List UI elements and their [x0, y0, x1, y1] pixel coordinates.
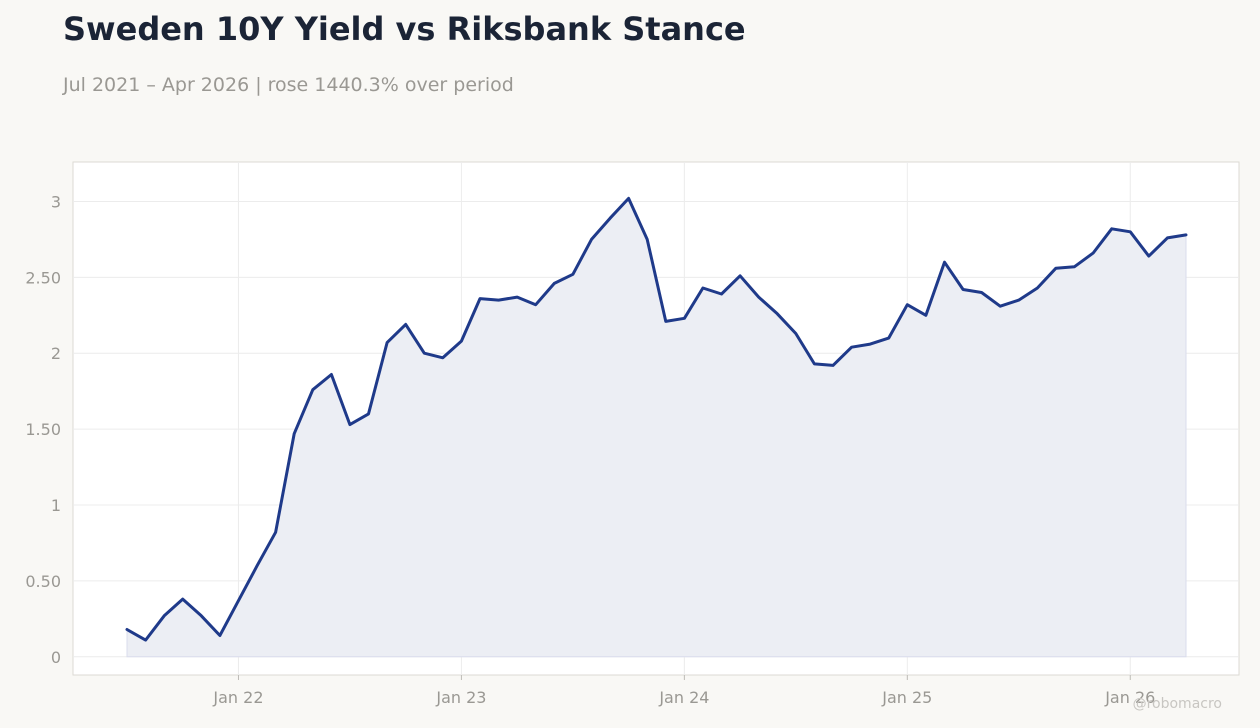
x-tick-label: Jan 26 — [1104, 688, 1155, 707]
data-point-6 — [237, 599, 241, 603]
data-point-9 — [292, 432, 296, 436]
y-tick-label: 2.50 — [25, 268, 61, 287]
data-point-43 — [924, 313, 928, 317]
data-point-53 — [1110, 227, 1114, 231]
data-point-51 — [1073, 265, 1077, 269]
data-point-36 — [794, 332, 798, 336]
data-point-21 — [515, 295, 519, 299]
x-tick-label: Jan 25 — [881, 688, 932, 707]
watermark: @robomacro — [1132, 696, 1222, 712]
data-point-15 — [404, 322, 408, 326]
data-point-24 — [571, 272, 575, 276]
y-tick-label: 1.50 — [25, 420, 61, 439]
data-point-0 — [125, 628, 129, 632]
data-point-34 — [757, 295, 761, 299]
data-point-5 — [218, 634, 222, 638]
data-point-13 — [367, 412, 371, 416]
y-axis-ticks: 0 0.50 1 1.50 2 2.50 3 — [25, 192, 61, 666]
y-tick-label: 3 — [51, 192, 61, 211]
data-point-3 — [181, 597, 185, 601]
y-tick-label: 2 — [51, 344, 61, 363]
data-point-45 — [961, 288, 965, 292]
data-point-16 — [422, 351, 426, 355]
data-point-41 — [887, 336, 891, 340]
data-point-11 — [329, 373, 333, 377]
data-point-48 — [1017, 298, 1021, 302]
data-point-23 — [552, 281, 556, 285]
data-point-8 — [274, 530, 278, 534]
data-point-2 — [162, 614, 166, 618]
data-point-1 — [144, 638, 148, 642]
data-point-54 — [1128, 230, 1132, 234]
series-line — [125, 196, 1188, 642]
data-point-18 — [459, 339, 463, 343]
data-point-44 — [943, 260, 947, 264]
data-point-50 — [1054, 266, 1058, 270]
data-point-30 — [682, 316, 686, 320]
data-point-17 — [441, 356, 445, 360]
data-point-56 — [1165, 236, 1169, 240]
data-point-19 — [478, 297, 482, 301]
data-point-14 — [385, 341, 389, 345]
data-point-52 — [1091, 251, 1095, 255]
data-point-47 — [998, 304, 1002, 308]
data-point-29 — [664, 319, 668, 323]
data-point-55 — [1147, 254, 1151, 258]
data-point-49 — [1035, 286, 1039, 290]
chart-title: Sweden 10Y Yield vs Riksbank Stance — [63, 10, 746, 48]
data-point-35 — [775, 312, 779, 316]
data-point-46 — [980, 291, 984, 295]
data-point-28 — [645, 237, 649, 241]
data-point-37 — [812, 362, 816, 366]
data-point-40 — [868, 342, 872, 346]
data-point-33 — [738, 274, 742, 278]
chart-subtitle: Jul 2021 – Apr 2026 | rose 1440.3% over … — [63, 74, 514, 96]
data-point-32 — [720, 292, 724, 296]
data-point-27 — [627, 196, 631, 200]
data-point-42 — [905, 303, 909, 307]
x-tick-label: Jan 23 — [435, 688, 486, 707]
x-axis-ticks: Jan 22 Jan 23 Jan 24 Jan 25 Jan 26 — [212, 675, 1155, 707]
data-point-10 — [311, 388, 315, 392]
y-tick-label: 0 — [51, 648, 61, 667]
data-point-20 — [497, 298, 501, 302]
data-point-7 — [255, 564, 259, 568]
data-point-31 — [701, 286, 705, 290]
data-point-25 — [590, 237, 594, 241]
x-tick-label: Jan 24 — [658, 688, 709, 707]
data-point-4 — [199, 614, 203, 618]
x-tick-label: Jan 22 — [212, 688, 263, 707]
data-point-22 — [534, 303, 538, 307]
data-point-57 — [1184, 233, 1188, 237]
y-tick-label: 0.50 — [25, 572, 61, 591]
data-point-26 — [608, 216, 612, 220]
data-point-12 — [348, 423, 352, 427]
y-tick-label: 1 — [51, 496, 61, 515]
data-point-39 — [850, 345, 854, 349]
data-point-38 — [831, 363, 835, 367]
